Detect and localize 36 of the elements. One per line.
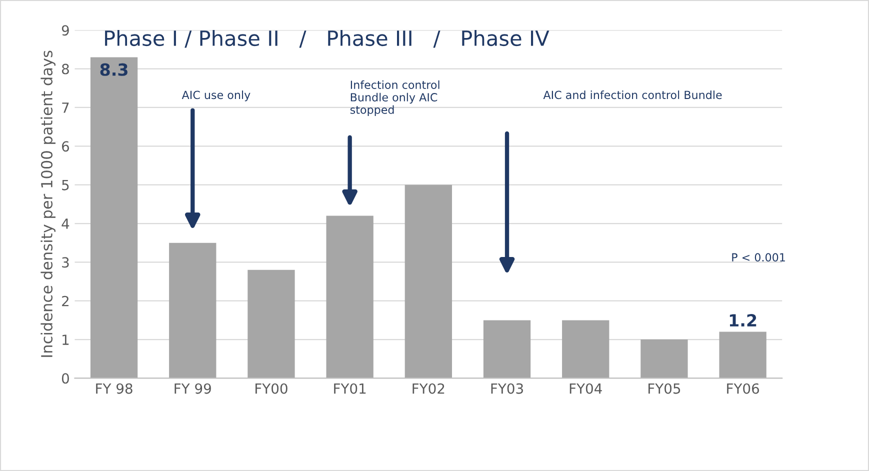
x-tick-label: FY 98	[96, 383, 132, 394]
y-tick-label: 3	[62, 257, 69, 268]
x-tick-label: FY03	[491, 383, 523, 394]
y-tick-label: 0	[62, 373, 69, 384]
y-axis-title: Incidence density per 1000 patient days	[40, 50, 56, 357]
bar	[640, 340, 688, 378]
annotation: Infection control Bundle only AIC stopped	[350, 80, 440, 116]
bar	[562, 320, 610, 378]
y-tick-label: 9	[62, 25, 69, 36]
bar	[90, 57, 138, 378]
y-tick-label: 8	[62, 64, 69, 74]
annotation: AIC use only	[182, 90, 250, 102]
y-tick-label: 6	[62, 141, 69, 152]
annotation: P < 0.001	[732, 253, 785, 262]
bar	[326, 216, 374, 378]
y-tick-label: 1	[62, 334, 69, 345]
x-tick-label: FY01	[334, 383, 366, 394]
x-tick-label: FY05	[648, 383, 680, 394]
x-tick-label: FY 99	[174, 383, 211, 394]
y-tick-label: 4	[62, 218, 70, 229]
bar	[169, 242, 216, 378]
bar	[404, 184, 452, 378]
y-tick-label: 2	[62, 296, 68, 306]
x-tick-label: FY02	[412, 383, 444, 394]
chart-title: Phase I / Phase II / Phase III / Phase IV	[105, 30, 550, 48]
x-tick-label: FY06	[727, 383, 759, 394]
data-label: 8.3	[100, 63, 128, 76]
data-label: 1.2	[730, 314, 756, 326]
bar	[483, 320, 531, 378]
x-tick-label: FY00	[256, 383, 288, 394]
x-tick-label: FY04	[570, 383, 602, 394]
annotation: AIC and infection control Bundle	[543, 90, 722, 100]
y-tick-label: 7	[62, 102, 69, 113]
bar	[248, 270, 295, 378]
bar	[719, 332, 766, 378]
y-tick-label: 5	[62, 180, 69, 190]
